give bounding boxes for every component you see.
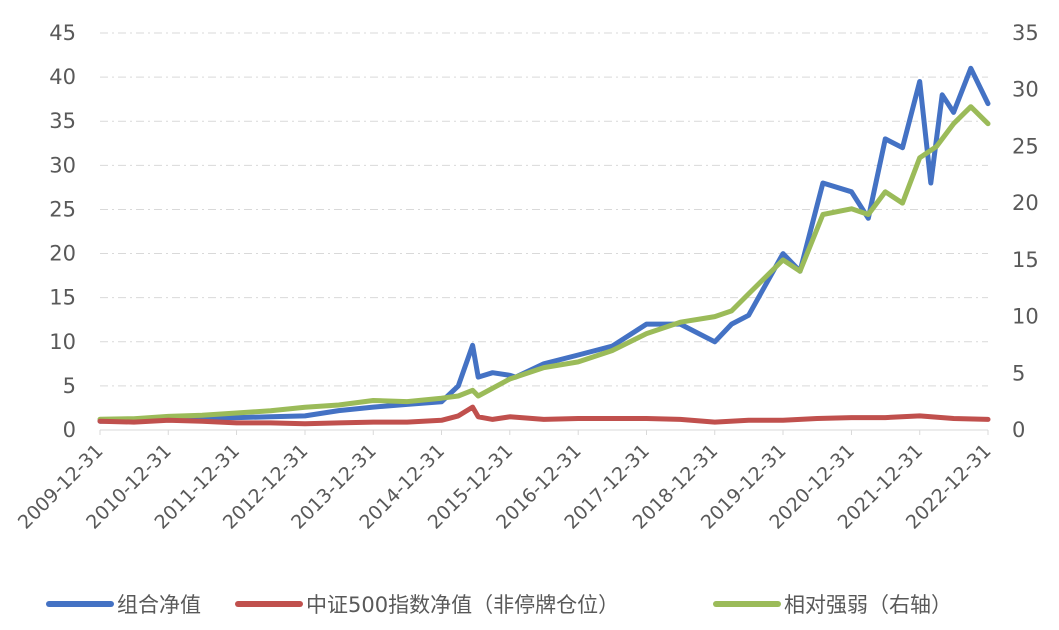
right-tick-label: 25: [1012, 134, 1039, 158]
right-tick-label: 15: [1012, 248, 1039, 272]
left-tick-label: 25: [49, 197, 76, 221]
right-tick-label: 20: [1012, 191, 1039, 215]
left-axis-ticks: 0 5 10 15 20 25 30 35 40 45: [49, 21, 76, 442]
legend-label: 组合净值: [117, 593, 201, 617]
series-line-0: [97, 65, 991, 424]
right-tick-label: 10: [1012, 305, 1039, 329]
left-tick-label: 15: [49, 286, 76, 310]
series-line-1: [97, 404, 991, 427]
series-lines: [97, 65, 991, 427]
left-tick-label: 10: [49, 330, 76, 354]
left-tick-label: 40: [49, 65, 76, 89]
legend: 组合净值 中证500指数净值（非停牌仓位） 相对强弱（右轴）: [46, 593, 952, 617]
right-tick-label: 35: [1012, 21, 1039, 45]
left-tick-label: 5: [63, 374, 76, 398]
legend-label: 中证500指数净值（非停牌仓位）: [306, 593, 619, 617]
gridlines: [100, 32, 988, 387]
right-tick-label: 0: [1012, 418, 1025, 442]
left-tick-label: 45: [49, 21, 76, 45]
left-tick-label: 20: [49, 242, 76, 266]
left-tick-label: 35: [49, 109, 76, 133]
left-tick-label: 30: [49, 153, 76, 177]
right-tick-label: 5: [1012, 361, 1025, 385]
x-axis-ticks: 2009-12-312010-12-312011-12-312012-12-31…: [14, 430, 996, 534]
left-tick-label: 0: [63, 418, 76, 442]
series-line-2: [97, 104, 991, 422]
right-tick-label: 30: [1012, 78, 1039, 102]
legend-label: 相对强弱（右轴）: [784, 593, 952, 617]
right-axis-ticks: 0 5 10 15 20 25 30 35: [1012, 21, 1039, 442]
